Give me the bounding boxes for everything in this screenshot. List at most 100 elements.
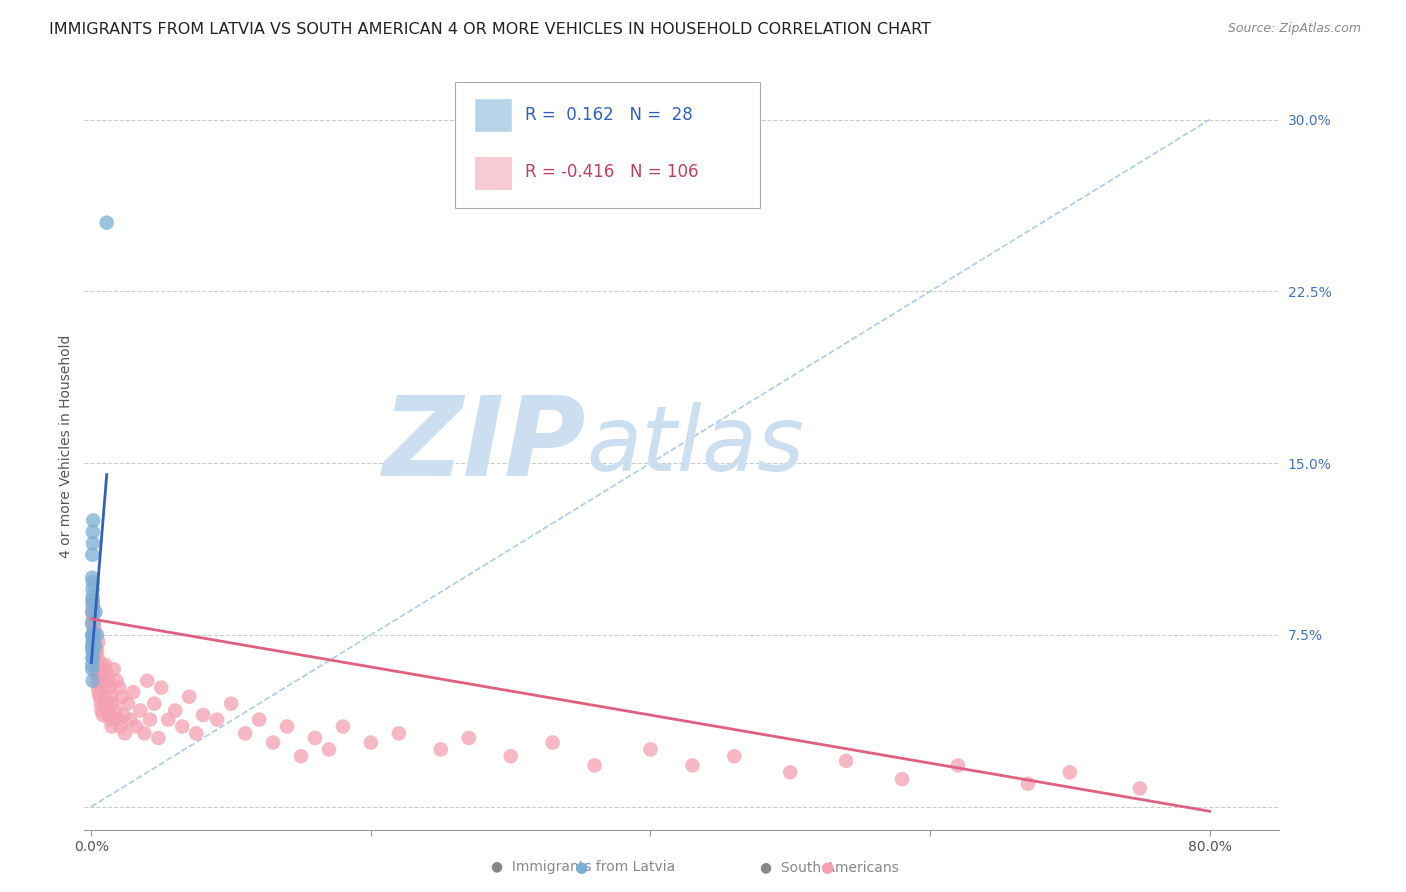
- Point: [640, 742, 662, 756]
- Text: ●  Immigrants from Latvia: ● Immigrants from Latvia: [491, 860, 676, 874]
- Point: [82, 628, 104, 642]
- Point: [84, 634, 107, 648]
- Point: [157, 713, 180, 727]
- Point: [82, 673, 104, 688]
- Point: [82, 598, 104, 612]
- Point: [94, 657, 117, 672]
- Point: [82, 657, 104, 672]
- Point: [104, 704, 127, 718]
- Point: [87, 634, 110, 648]
- Text: R =  0.162   N =  28: R = 0.162 N = 28: [526, 105, 693, 124]
- Point: [82, 632, 104, 647]
- Point: [90, 697, 112, 711]
- Point: [105, 673, 128, 688]
- Point: [84, 650, 107, 665]
- Point: [84, 662, 107, 676]
- Point: [835, 754, 858, 768]
- Point: [84, 640, 107, 654]
- Point: [90, 662, 112, 676]
- Point: [97, 673, 120, 688]
- Point: [499, 749, 522, 764]
- Point: [83, 625, 105, 640]
- Point: [110, 719, 132, 733]
- Point: [86, 650, 108, 665]
- FancyBboxPatch shape: [475, 157, 510, 189]
- Point: [723, 749, 745, 764]
- Point: [82, 650, 104, 665]
- Point: [83, 625, 105, 640]
- Point: [139, 713, 162, 727]
- FancyBboxPatch shape: [475, 99, 510, 131]
- Point: [83, 616, 105, 631]
- Point: [681, 758, 703, 772]
- Point: [82, 607, 104, 622]
- Point: [89, 666, 111, 681]
- Point: [120, 713, 142, 727]
- Text: ●: ●: [820, 860, 834, 874]
- Point: [107, 713, 129, 727]
- Point: [100, 719, 122, 733]
- Point: [583, 758, 606, 772]
- Point: [82, 644, 104, 658]
- Point: [125, 719, 148, 733]
- FancyBboxPatch shape: [456, 81, 759, 208]
- Point: [90, 704, 112, 718]
- Point: [114, 726, 136, 740]
- Text: Source: ZipAtlas.com: Source: ZipAtlas.com: [1227, 22, 1361, 36]
- Point: [891, 772, 914, 787]
- Point: [87, 685, 110, 699]
- Point: [93, 690, 115, 704]
- Point: [186, 726, 208, 740]
- Point: [82, 634, 104, 648]
- Point: [82, 593, 104, 607]
- Point: [129, 704, 152, 718]
- Point: [1129, 781, 1152, 796]
- Point: [94, 697, 117, 711]
- Point: [101, 697, 124, 711]
- Point: [1017, 777, 1039, 791]
- Point: [318, 742, 340, 756]
- Point: [96, 666, 118, 681]
- Point: [233, 726, 256, 740]
- Point: [143, 697, 166, 711]
- Point: [946, 758, 969, 772]
- Point: [82, 650, 104, 665]
- Point: [80, 616, 103, 631]
- Point: [136, 673, 159, 688]
- Point: [82, 640, 104, 654]
- Point: [360, 735, 382, 749]
- Point: [122, 685, 145, 699]
- Text: R = -0.416   N = 106: R = -0.416 N = 106: [526, 163, 699, 181]
- Point: [82, 628, 104, 642]
- Point: [82, 621, 104, 635]
- Point: [82, 548, 104, 562]
- Point: [83, 621, 105, 635]
- Point: [172, 719, 194, 733]
- Point: [193, 708, 215, 723]
- Point: [111, 690, 134, 704]
- Y-axis label: 4 or more Vehicles in Household: 4 or more Vehicles in Household: [59, 334, 73, 558]
- Text: atlas: atlas: [586, 402, 804, 490]
- Point: [90, 657, 112, 672]
- Point: [82, 628, 104, 642]
- Point: [457, 731, 479, 745]
- Point: [91, 666, 114, 681]
- Point: [82, 598, 104, 612]
- Point: [290, 749, 312, 764]
- Point: [83, 634, 105, 648]
- Point: [388, 726, 411, 740]
- Text: ZIP: ZIP: [382, 392, 586, 500]
- Point: [1059, 765, 1081, 780]
- Text: ●: ●: [574, 860, 588, 874]
- Point: [304, 731, 326, 745]
- Point: [84, 644, 107, 658]
- Point: [86, 673, 108, 688]
- Point: [83, 640, 105, 654]
- Text: ●  South Americans: ● South Americans: [761, 860, 898, 874]
- Point: [96, 216, 118, 230]
- Point: [103, 662, 125, 676]
- Point: [82, 589, 104, 603]
- Point: [82, 603, 104, 617]
- Point: [82, 593, 104, 607]
- Point: [82, 513, 104, 527]
